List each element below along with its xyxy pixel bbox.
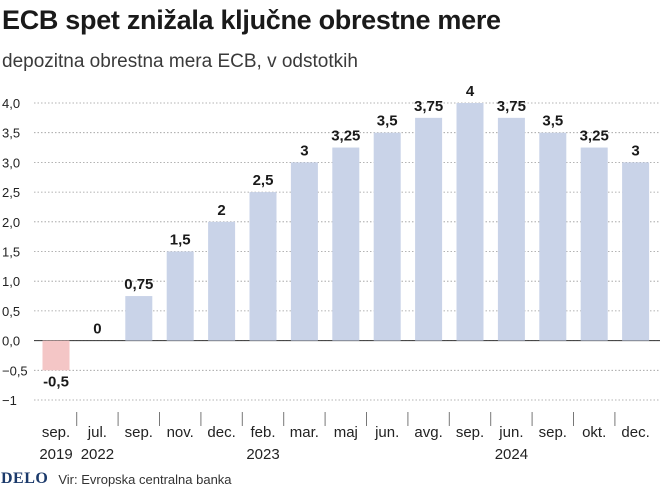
chart-subtitle: depozitna obrestna mera ECB, v odstotkih [2,51,358,72]
year-label: 2022 [81,446,114,463]
bar [208,221,236,341]
y-tick-label: 0,5 [2,304,20,319]
x-tick-label: okt. [582,424,606,441]
x-tick-label: dec. [207,424,235,441]
data-label: 3,25 [331,128,360,145]
x-tick-label: sep. [42,424,70,441]
y-tick-label: 3,5 [2,126,20,141]
x-tick-label: feb. [250,424,275,441]
bar [249,192,277,341]
year-label: 2024 [495,446,528,463]
data-label: 3,5 [542,113,563,130]
x-tick-label: sep. [456,424,484,441]
bar [332,147,360,341]
data-label: 3 [300,142,308,159]
bar [539,132,567,341]
data-label: 3,75 [414,98,443,115]
y-tick-label: 2,5 [2,185,20,200]
bar [456,103,484,341]
x-tick-label: nov. [167,424,194,441]
data-label: 0,75 [124,276,153,293]
footer: DELO Vir: Evropska centralna banka [0,469,232,489]
publisher-logo: DELO [1,470,49,487]
x-tick-label: sep. [125,424,153,441]
source-note: Vir: Evropska centralna banka [58,471,232,487]
x-tick-label: avg. [414,424,442,441]
data-label: 3,25 [580,128,609,145]
x-tick-label: sep. [539,424,567,441]
y-tick-label: 1,0 [2,274,20,289]
data-label: 2 [217,202,225,219]
y-tick-label: 0,0 [2,334,20,349]
bar [622,162,650,341]
y-tick-label: −1 [2,393,17,408]
bar-chart: −1 −0,5 0,0 0,5 1,0 1,5 2,0 2,5 3,0 3,5 4,0 -0,5 sep… [2,83,660,463]
bar [125,296,153,341]
data-label: 0 [93,321,101,338]
year-label: 2023 [246,446,279,463]
bar [415,117,443,341]
bar [166,251,194,341]
y-tick-label: 3,0 [2,155,20,170]
chart-title: ECB spet znižala ključne obrestne mere [2,5,501,35]
bar [580,147,608,341]
x-tick-label: maj [334,424,358,441]
y-tick-label: 2,0 [2,215,20,230]
data-label: 4 [466,83,475,100]
y-tick-label: 4,0 [2,96,20,111]
data-label: 1,5 [170,232,191,249]
data-label: 2,5 [253,172,274,189]
bar [42,340,70,371]
bar [497,117,525,341]
year-label: 2019 [39,446,72,463]
data-label: 3,5 [377,113,398,130]
data-label: 3,75 [497,98,526,115]
bar [373,132,401,341]
y-tick-label: 1,5 [2,245,20,260]
x-tick-label: mar. [290,424,319,441]
x-tick-label: dec. [621,424,649,441]
x-tick-label: jun. [498,424,523,441]
data-label: 3 [631,142,639,159]
bar [290,162,318,341]
x-tick-label: jun. [374,424,399,441]
x-tick-label: jul. [87,424,107,441]
y-tick-label: −0,5 [2,363,28,378]
data-label: -0,5 [43,373,69,390]
